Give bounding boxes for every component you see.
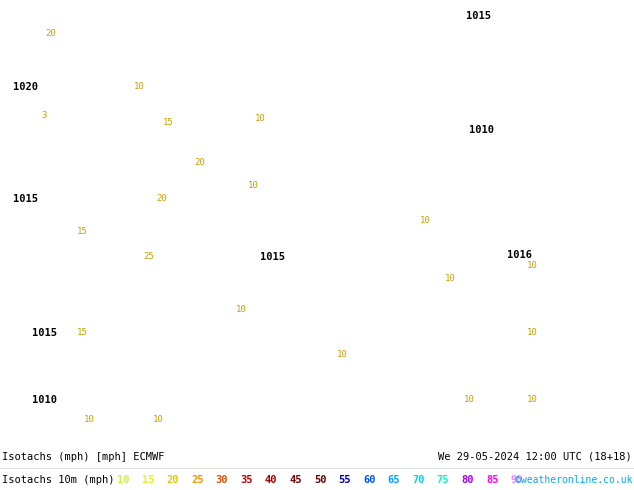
Text: 25: 25	[191, 475, 204, 485]
Text: 60: 60	[363, 475, 375, 485]
Text: 30: 30	[216, 475, 228, 485]
Text: 10: 10	[337, 350, 347, 359]
Text: 10: 10	[117, 475, 130, 485]
Text: 20: 20	[46, 29, 56, 38]
Text: 10: 10	[527, 328, 538, 337]
Text: 1010: 1010	[469, 125, 495, 135]
Text: 20: 20	[167, 475, 179, 485]
Text: 1020: 1020	[13, 82, 38, 93]
Text: 45: 45	[289, 475, 302, 485]
Text: 20: 20	[157, 194, 167, 203]
Text: 10: 10	[153, 415, 164, 424]
Text: 10: 10	[527, 261, 538, 270]
Text: 15: 15	[77, 328, 87, 337]
Text: 10: 10	[464, 394, 474, 404]
Text: 15: 15	[163, 118, 173, 127]
Text: 1015: 1015	[13, 194, 38, 204]
Text: 1016: 1016	[507, 250, 533, 260]
Text: 10: 10	[84, 415, 94, 424]
Text: 10: 10	[255, 114, 265, 122]
Text: 10: 10	[445, 274, 455, 283]
Text: 1015: 1015	[260, 252, 285, 262]
Text: 40: 40	[265, 475, 277, 485]
Text: 80: 80	[462, 475, 474, 485]
Text: 1010: 1010	[32, 394, 57, 405]
Text: 3: 3	[42, 111, 47, 121]
Text: 10: 10	[249, 180, 259, 190]
Text: 15: 15	[142, 475, 155, 485]
Text: 10: 10	[236, 305, 246, 315]
Text: 10: 10	[134, 82, 145, 92]
Text: 75: 75	[437, 475, 450, 485]
Text: ©weatheronline.co.uk: ©weatheronline.co.uk	[515, 475, 632, 485]
Text: 85: 85	[486, 475, 498, 485]
Text: Isotachs (mph) [mph] ECMWF: Isotachs (mph) [mph] ECMWF	[2, 452, 164, 462]
Text: 90: 90	[510, 475, 523, 485]
Text: 1015: 1015	[32, 328, 57, 338]
Text: Isotachs 10m (mph): Isotachs 10m (mph)	[2, 475, 114, 485]
Text: 70: 70	[412, 475, 425, 485]
Text: We 29-05-2024 12:00 UTC (18+18): We 29-05-2024 12:00 UTC (18+18)	[438, 452, 632, 462]
Text: 10: 10	[420, 216, 430, 225]
Text: 15: 15	[77, 227, 87, 236]
Text: 65: 65	[387, 475, 400, 485]
Text: 20: 20	[195, 158, 205, 167]
Text: 10: 10	[527, 394, 538, 404]
Text: 25: 25	[144, 252, 154, 261]
Text: 1015: 1015	[466, 11, 491, 21]
Text: 55: 55	[339, 475, 351, 485]
Text: 50: 50	[314, 475, 327, 485]
Text: 35: 35	[240, 475, 253, 485]
